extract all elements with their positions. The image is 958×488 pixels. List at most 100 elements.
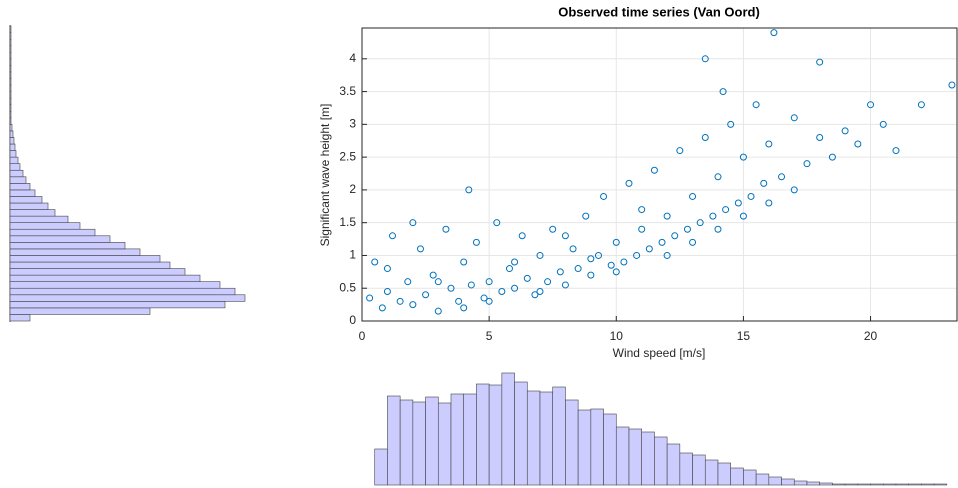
- y-tick-label: 2.5: [339, 149, 356, 163]
- scatter-point: [480, 294, 488, 302]
- scatter-point: [790, 114, 798, 122]
- histogram-bar: [9, 150, 17, 158]
- scatter-point: [625, 179, 633, 187]
- scatter-point: [765, 140, 773, 148]
- histogram-bar: [9, 228, 96, 237]
- y-tick-label: 2: [349, 182, 356, 196]
- scatter-point: [689, 192, 697, 200]
- histogram-bar: [9, 248, 141, 256]
- histogram-bar: [9, 268, 186, 276]
- histogram-bar: [463, 393, 477, 486]
- scatter-point: [650, 166, 658, 174]
- scatter-point: [378, 304, 386, 312]
- scatter-point: [620, 258, 628, 266]
- histogram-bar: [704, 459, 719, 486]
- histogram-bar: [374, 448, 388, 486]
- scatter-point: [734, 199, 742, 207]
- histogram-bar: [526, 390, 541, 486]
- plot-area: [362, 28, 957, 321]
- scatter-point: [498, 288, 506, 296]
- scatter-point: [683, 225, 691, 233]
- scatter-point: [701, 55, 709, 63]
- scatter-point: [587, 255, 595, 263]
- histogram-bar: [9, 65, 12, 73]
- histogram-bar: [9, 25, 12, 33]
- histogram-bar: [9, 294, 246, 302]
- scatter-point: [383, 288, 391, 296]
- y-tick-label: 3: [349, 117, 356, 131]
- histogram-bar: [9, 169, 24, 178]
- histogram-bar: [9, 84, 12, 92]
- histogram-bar: [9, 143, 16, 151]
- histogram-bar: [857, 483, 871, 486]
- histogram-bar: [514, 381, 528, 486]
- histogram-bar: [743, 469, 757, 486]
- histogram-bar: [832, 483, 846, 486]
- y-axis-label: Significant wave height [m]: [318, 104, 332, 247]
- histogram-bar: [615, 426, 630, 486]
- scatter-point: [752, 101, 760, 109]
- scatter-point: [739, 153, 747, 161]
- scatter-point: [485, 297, 493, 305]
- histogram-bar: [9, 130, 14, 138]
- scatter-point: [396, 297, 404, 305]
- y-tick-label: 4: [349, 51, 356, 65]
- scatter-point: [523, 274, 531, 282]
- scatter-point: [409, 301, 417, 309]
- y-tick-label: 1.5: [339, 215, 356, 229]
- y-tick-label: 0: [349, 313, 356, 327]
- histogram-bar: [679, 452, 693, 486]
- histogram-bar: [819, 482, 833, 486]
- histogram-bar: [9, 261, 171, 269]
- x-tick-label: 5: [486, 329, 493, 343]
- histogram-bar: [488, 384, 503, 486]
- histogram-bar: [9, 301, 226, 309]
- scatter-point: [765, 199, 773, 207]
- scatter-point: [714, 225, 722, 233]
- scatter-point: [948, 81, 956, 89]
- histogram-bar: [870, 483, 884, 486]
- scatter-point: [841, 127, 849, 135]
- scatter-point: [409, 219, 417, 227]
- scatter-point: [828, 153, 836, 161]
- scatter-point: [600, 192, 608, 200]
- histogram-bar: [539, 391, 554, 486]
- histogram-bar: [9, 196, 43, 204]
- scatter-point: [544, 278, 552, 286]
- histogram-bar: [730, 467, 744, 486]
- scatter-point: [460, 258, 468, 266]
- scatter-point: [854, 140, 862, 148]
- histogram-bar: [9, 32, 12, 40]
- scatter-point: [879, 120, 887, 128]
- scatter-point: [472, 238, 480, 246]
- scatter-point: [574, 265, 582, 273]
- histogram-bar: [755, 473, 770, 486]
- scatter-point: [892, 147, 900, 155]
- scatter-point: [790, 186, 798, 194]
- scatter-point: [612, 238, 620, 246]
- x-tick-label: 0: [359, 329, 366, 343]
- y-tick-label: 1: [349, 248, 356, 262]
- histogram-bar: [437, 402, 452, 486]
- scatter-point: [518, 232, 526, 240]
- scatter-point: [658, 238, 666, 246]
- histogram-bar: [9, 124, 13, 132]
- histogram-bar: [9, 176, 27, 184]
- scatter-point: [917, 101, 925, 109]
- scatter-point: [645, 245, 653, 253]
- scatter-point: [594, 251, 602, 259]
- histogram-bar: [9, 51, 12, 60]
- histogram-bar: [603, 413, 617, 486]
- histogram-bar: [9, 274, 201, 282]
- scatter-point: [709, 212, 717, 220]
- scatter-point: [467, 281, 475, 289]
- scatter-point: [536, 251, 544, 259]
- histogram-bar: [450, 393, 465, 486]
- scatter-point: [587, 271, 595, 279]
- scatter-point: [561, 281, 569, 289]
- scatter-point: [465, 186, 473, 194]
- histogram-bar: [9, 255, 161, 263]
- histogram-bar: [768, 476, 782, 486]
- scatter-point: [434, 278, 442, 286]
